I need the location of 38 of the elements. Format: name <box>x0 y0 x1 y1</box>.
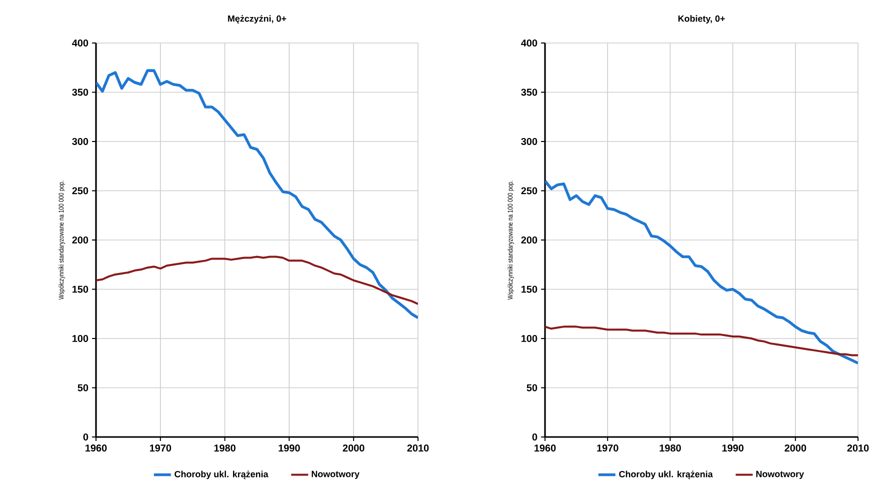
line-series <box>545 180 858 365</box>
y-tick-label: 350 <box>72 88 88 96</box>
x-tick-label: 2010 <box>847 444 869 452</box>
x-tick-label: 1990 <box>278 444 300 452</box>
x-tick-label: 1990 <box>722 444 744 452</box>
y-tick-label: 100 <box>72 334 88 342</box>
y-tick-label: 0 <box>83 433 88 441</box>
y-tick-label: 100 <box>522 334 538 342</box>
y-tick-label: 400 <box>521 39 538 47</box>
y-tick-label: 200 <box>72 236 88 244</box>
x-tick-label: 1980 <box>660 444 681 452</box>
line-series <box>96 69 418 320</box>
x-tick-label: 1970 <box>597 444 618 452</box>
x-tick-label: 2010 <box>407 444 429 452</box>
y-tick-label: 300 <box>521 138 538 146</box>
y-tick-label: 250 <box>72 187 88 194</box>
x-tick-label: 2000 <box>784 444 806 452</box>
y-tick-label: 150 <box>522 286 538 293</box>
y-tick-label: 0 <box>532 433 538 441</box>
x-tick-label: 1980 <box>214 444 236 452</box>
y-tick-label: 350 <box>521 88 538 96</box>
legend-label: Choroby ukl. krążenia <box>619 470 713 480</box>
legend-label: Nowotwory <box>756 470 804 479</box>
y-tick-label: 250 <box>521 187 538 194</box>
chart-title: Mężczyźni, 0+ <box>228 15 286 24</box>
x-tick-label: 1960 <box>534 444 556 452</box>
y-tick-label: 200 <box>521 236 538 244</box>
x-tick-label: 1960 <box>86 444 107 452</box>
y-tick-label: 400 <box>72 39 88 47</box>
y-tick-label: 150 <box>72 286 88 293</box>
x-tick-label: 2000 <box>342 444 364 452</box>
legend-label: Nowotwory <box>312 470 360 479</box>
y-tick-label: 50 <box>78 384 88 392</box>
x-tick-label: 1970 <box>150 444 172 452</box>
y-tick-label: 50 <box>526 384 538 392</box>
y-tick-label: 300 <box>72 138 88 146</box>
chart-title: Kobiety, 0+ <box>678 15 725 24</box>
legend-label: Choroby ukl. krążenia <box>174 470 268 480</box>
